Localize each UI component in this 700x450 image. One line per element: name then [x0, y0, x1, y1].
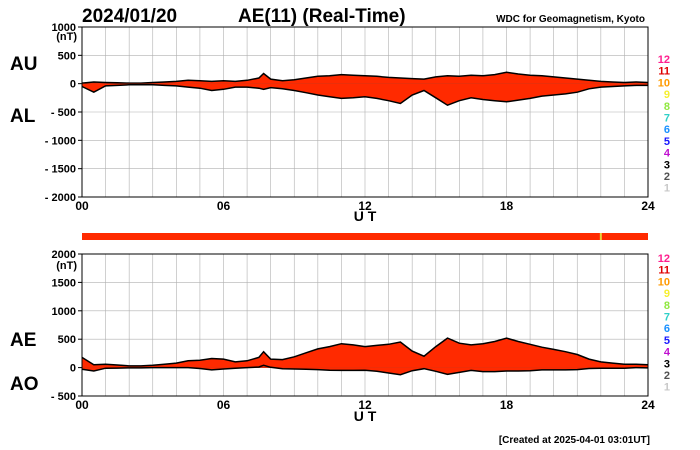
station-legend-item: 2 [664, 370, 670, 382]
y-tick-label: - 500 [51, 107, 76, 119]
bottom-panel-areas [81, 337, 649, 376]
x-tick-label: 06 [217, 199, 231, 213]
station-legend-item: 11 [658, 265, 670, 277]
y-tick-label: 1500 [52, 277, 76, 289]
ao-series-label: AO [10, 374, 39, 395]
al-series-label: AL [10, 106, 36, 127]
station-legend-item: 8 [664, 300, 670, 312]
station-legend-item: 1 [664, 183, 670, 195]
station-legend-item: 5 [664, 136, 670, 148]
station-legend-item: 4 [664, 148, 671, 160]
station-legend-item: 3 [664, 159, 670, 171]
station-legend-item: 6 [664, 323, 670, 335]
y-tick-label: 1000 [52, 22, 76, 34]
station-legend-item: 7 [664, 312, 670, 324]
station-legend-item: 9 [664, 89, 670, 101]
series-line-au [81, 71, 649, 84]
station-legend-item: 3 [664, 358, 670, 370]
y-tick-label: 500 [58, 334, 76, 346]
bottom-panel-grid [82, 254, 648, 396]
station-legend-item: 8 [664, 101, 670, 113]
top-panel-x-axis-label: U T [354, 208, 377, 224]
y-tick-label: 2000 [52, 249, 76, 261]
station-legend-item: 6 [664, 124, 670, 136]
series-line-ao [81, 364, 649, 376]
station-legend-item: 1 [664, 382, 670, 394]
status-bar-fill [82, 233, 648, 240]
source-credit: WDC for Geomagnetism, Kyoto [496, 14, 645, 25]
x-tick-label: 24 [641, 398, 655, 412]
top-panel-y-ticks: 1000 500 0 - 500 - 1000 - 1500 - 2000 [45, 22, 82, 204]
y-tick-label: 0 [70, 363, 76, 375]
bottom-panel-y-ticks: 2000 1500 1000 500 0 - 500 [51, 249, 82, 403]
status-bar-flag [599, 233, 602, 240]
series-area-ae [82, 338, 648, 368]
top-panel-x-ticks: 00 06 12 18 24 [75, 199, 655, 213]
top-panel-grid [82, 27, 648, 197]
station-legend-item: 11 [658, 66, 670, 78]
x-tick-label: 00 [75, 398, 89, 412]
chart-date: 2024/01/20 [82, 6, 177, 27]
x-tick-label: 24 [641, 199, 655, 213]
bottom-panel-x-ticks: 00 06 12 18 24 [75, 398, 655, 412]
y-tick-label: - 2000 [45, 192, 76, 204]
x-tick-label: 12 [358, 199, 372, 213]
x-tick-label: 00 [75, 199, 89, 213]
station-legend-item: 12 [658, 54, 670, 66]
y-tick-label: 500 [58, 50, 76, 62]
x-tick-label: 18 [500, 199, 514, 213]
creation-timestamp: [Created at 2025-04-01 03:01UT] [499, 435, 650, 446]
station-legend-item: 2 [664, 171, 670, 183]
y-tick-label: - 1500 [45, 164, 76, 176]
bottom-panel-x-axis-label: U T [354, 408, 377, 424]
top-panel-unit-label: (nT) [56, 31, 77, 43]
au-series-label: AU [10, 54, 37, 75]
data-status-bar [82, 233, 648, 240]
bottom-panel-unit-label: (nT) [56, 260, 77, 272]
y-tick-label: - 1000 [45, 135, 76, 147]
station-legend-item: 10 [658, 77, 670, 89]
x-tick-label: 18 [500, 398, 514, 412]
chart-title: AE(11) (Real-Time) [238, 6, 406, 27]
station-legend-item: 5 [664, 335, 670, 347]
station-legend-item: 7 [664, 113, 670, 125]
station-legend-item: 10 [658, 276, 670, 288]
series-line-ae [81, 337, 649, 367]
x-tick-label: 06 [217, 398, 231, 412]
station-legend-item: 9 [664, 288, 670, 300]
ae-series-label: AE [10, 330, 36, 351]
bottom-panel-frame [81, 253, 649, 397]
station-legend-item: 4 [664, 347, 671, 359]
x-tick-label: 12 [358, 398, 372, 412]
y-tick-label: 1000 [52, 306, 76, 318]
station-legend-item: 12 [658, 253, 670, 265]
y-tick-label: - 500 [51, 391, 76, 403]
y-tick-label: 0 [70, 79, 76, 91]
top-panel-areas [81, 71, 649, 107]
series-line-al [81, 84, 648, 107]
